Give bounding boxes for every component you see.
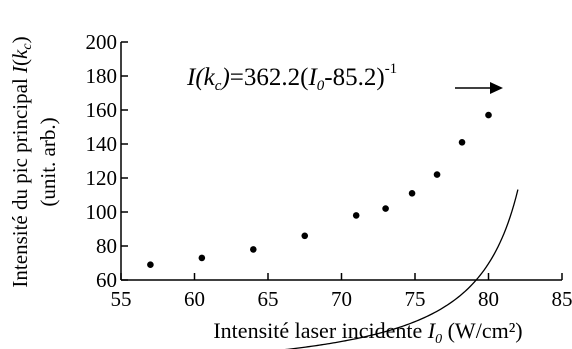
x-ticks: 55 60 65 70 75 80 85 [111,273,572,311]
x-tick-label: 55 [111,287,132,311]
y-axis-label-k: k [8,49,32,59]
data-point [352,212,360,219]
annotation-sub-c: c [215,78,222,94]
y-tick-label: 60 [96,268,117,292]
y-tick-label: 180 [86,64,118,88]
data-point [382,205,389,212]
data-point [301,232,309,240]
data-point [250,246,257,253]
data-point [485,111,492,119]
x-tick-label: 60 [184,287,205,311]
x-tick-label: 65 [258,287,279,311]
annotation-arrowhead [490,82,503,94]
annotation-sub-0: 0 [317,78,325,94]
annotation-paren-open: ( [195,64,205,91]
y-axis-label-text: Intensité du pic principal [8,73,32,288]
fit-curve-layer [285,189,519,349]
annotation-eq: =362.2( [230,64,309,91]
annotation-paren-close: ) [219,64,229,91]
y-tick-label: 100 [86,200,118,224]
y-tick-label: 160 [86,98,118,122]
data-point [433,171,441,178]
fit-annotation: I(kc)=362.2(I0-85.2)-1 [186,61,503,94]
y-axis-label-paren-open: ( [8,59,32,66]
annotation-I0: I [307,64,318,91]
y-axis-label-symbol: I [8,65,32,74]
fit-annotation-text: I(kc)=362.2(I0-85.2)-1 [186,61,397,94]
x-tick-label: 85 [552,287,572,311]
x-tick-label: 70 [331,287,352,311]
y-axis-label-paren-close: ) [8,36,32,43]
y-tick-label: 140 [86,132,118,156]
y-tick-label: 200 [86,30,118,54]
y-axis-label-line2: (unit. arb.) [36,117,60,206]
x-axis-label-unit: (W/cm²) [442,318,523,343]
data-point [147,261,154,269]
x-tick-label: 75 [405,287,426,311]
data-point [458,139,466,146]
y-tick-label: 120 [86,166,118,190]
x-axis-label-symbol: I [427,318,437,343]
annotation-k: k [204,64,216,91]
fit-curve [285,189,519,349]
x-axis-label: Intensité laser incidente I0 (W/cm²) [213,318,522,347]
y-axis-label-sub: c [20,43,35,50]
annotation-I: I [186,64,197,91]
data-point [408,190,416,197]
y-axis-label-line1: Intensité du pic principal I(kc) [8,36,35,287]
x-axis-label-text: Intensité laser incidente [213,318,422,343]
annotation-sup: -1 [385,61,398,77]
x-tick-label: 80 [478,287,499,311]
y-ticks: 60 80 100 120 140 160 180 200 [86,30,128,292]
x-axis-label-sub: 0 [435,332,442,347]
y-tick-label: 80 [96,234,117,258]
data-point [198,254,206,262]
annotation-rest: -85.2) [324,64,384,91]
data-points [147,111,492,269]
